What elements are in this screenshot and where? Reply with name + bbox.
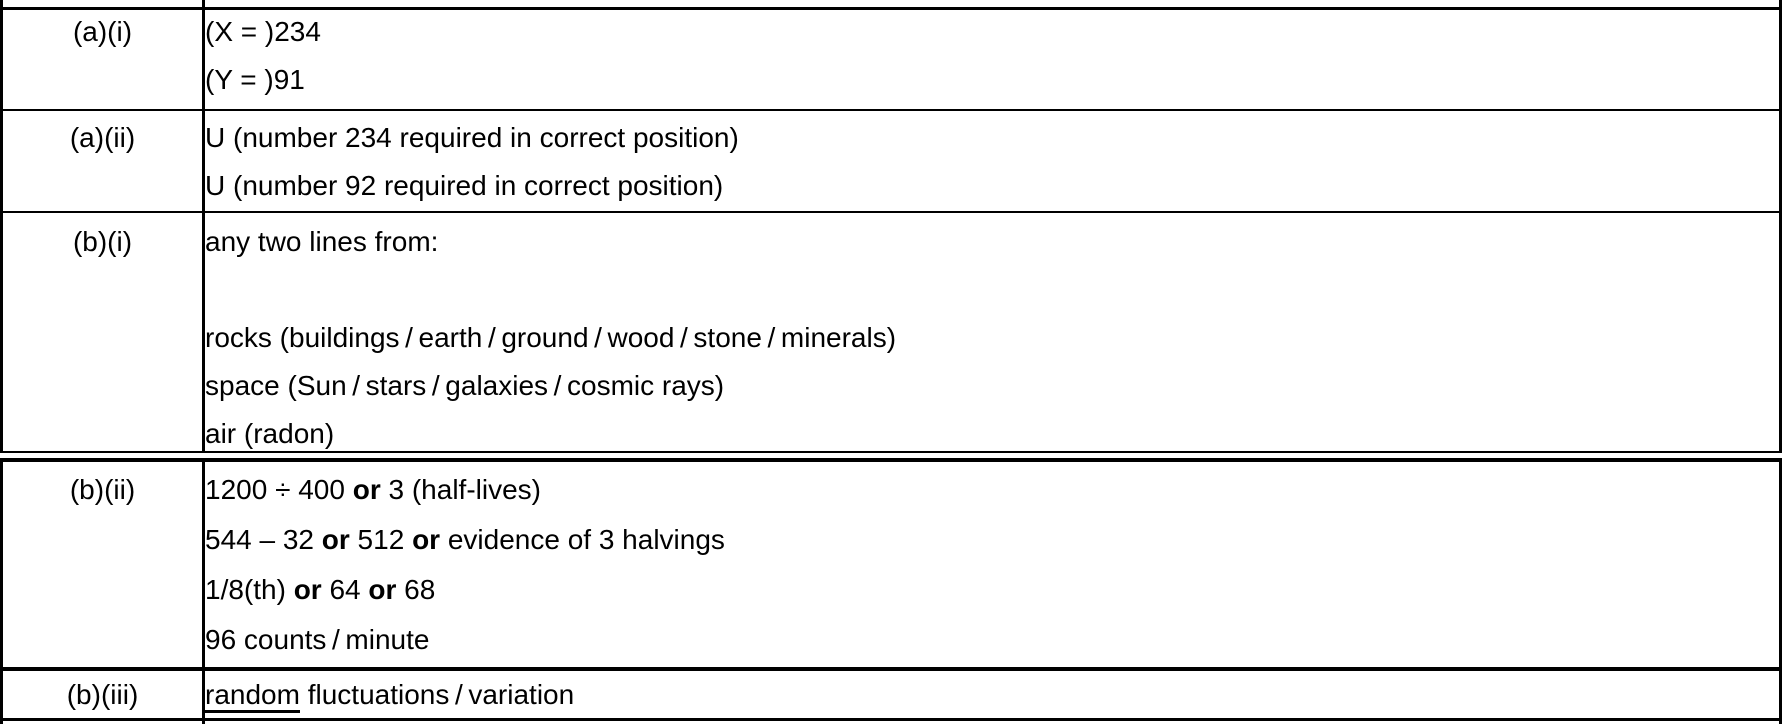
text-run: space (Sun / stars / galaxies / cosmic r…	[205, 370, 725, 401]
table-row-b-i: (b)(i) any two lines from: rocks (building…	[0, 212, 1782, 453]
question-number-cell: (b)(ii)	[0, 458, 205, 671]
text-run: 68	[396, 574, 436, 605]
mark-scheme-table-upper: (a)(i) (X = )234 (Y = )91 (a)(ii) U (number …	[0, 0, 1782, 453]
text-run: 3 (half-lives)	[380, 474, 541, 505]
answer-line: 544 – 32 or 512 or evidence of 3 halving…	[205, 522, 1779, 557]
answer-line	[205, 272, 1779, 307]
question-number-cell: (b)(iii)	[0, 669, 205, 721]
table-row-b-ii: (b)(ii) 1200 ÷ 400 or 3 (half-lives) 544 –…	[0, 458, 1782, 671]
answer-cell: random fluctuations / variation	[203, 669, 1782, 721]
text-run: U (number 234 required in correct positi…	[205, 122, 739, 153]
table-row-a-i: (a)(i) (X = )234 (Y = )91	[0, 8, 1782, 111]
answer-line: U (number 234 required in correct positi…	[205, 120, 1779, 155]
answer-cell: any two lines from: rocks (buildings / ea…	[203, 212, 1782, 453]
answer-line: (Y = )91	[205, 62, 1779, 97]
text-run: 512	[349, 524, 413, 555]
question-number: (a)(ii)	[69, 122, 136, 153]
answer-line: 1/8(th) or 64 or 68	[205, 572, 1779, 607]
answer-cell: U (number 234 required in correct positi…	[203, 110, 1782, 213]
text-run: (Y = )91	[205, 63, 305, 95]
answer-line: random fluctuations / variation	[205, 677, 1779, 713]
text-run: air (radon)	[205, 418, 335, 449]
text-run: 544 – 32	[205, 524, 322, 555]
bold-text-run: or	[368, 574, 397, 605]
mark-scheme-body-upper: (a)(i) (X = )234 (Y = )91 (a)(ii) U (number …	[0, 0, 1782, 453]
partial-row	[0, 0, 1782, 10]
answer-cell: (X = )234 (Y = )91	[203, 8, 1782, 111]
text-run: 96 counts / minute	[205, 624, 430, 655]
question-number-cell: (b)(i)	[0, 212, 205, 453]
text-run: evidence of 3 halvings	[440, 524, 725, 555]
partial-question-cell	[0, 719, 205, 724]
answer-line: space (Sun / stars / galaxies / cosmic r…	[205, 368, 1779, 403]
mark-scheme-body-lower: (b)(ii) 1200 ÷ 400 or 3 (half-lives) 544 –…	[0, 458, 1782, 724]
text-run: 64	[321, 574, 369, 605]
answer-line: rocks (buildings / earth / ground / wood…	[205, 320, 1779, 355]
question-number: (b)(iii)	[66, 679, 139, 710]
answer-line: (X = )234	[205, 14, 1779, 49]
text-run: 1/8(th)	[205, 574, 294, 605]
text-run: (X = )234	[205, 15, 321, 47]
answer-line: 96 counts / minute	[205, 622, 1779, 657]
answer-line: air (radon)	[205, 416, 1779, 451]
partial-row	[0, 719, 1782, 724]
answer-line: 1200 ÷ 400 or 3 (half-lives)	[205, 472, 1779, 507]
text-run: U (number 92 required in correct positio…	[205, 170, 724, 201]
text-run: fluctuations / variation	[299, 679, 575, 710]
text-run: 1200 ÷ 400	[205, 474, 353, 505]
mark-scheme-table-lower: (b)(ii) 1200 ÷ 400 or 3 (half-lives) 544 –…	[0, 458, 1782, 724]
table-row-a-ii: (a)(ii) U (number 234 required in correct…	[0, 110, 1782, 213]
text-run: rocks (buildings / earth / ground / wood…	[205, 322, 897, 353]
bold-text-run: or	[321, 524, 350, 555]
question-number: (b)(ii)	[69, 474, 136, 505]
answer-line: U (number 92 required in correct positio…	[205, 168, 1779, 203]
partial-answer-cell	[203, 719, 1782, 724]
answer-cell: 1200 ÷ 400 or 3 (half-lives) 544 – 32 or …	[203, 458, 1782, 671]
question-number-cell: (a)(ii)	[0, 110, 205, 213]
question-number: (b)(i)	[72, 226, 133, 257]
table-row-b-iii: (b)(iii) random fluctuations / variation	[0, 669, 1782, 721]
bold-text-run: or	[412, 524, 441, 555]
partial-question-cell	[0, 0, 205, 10]
bold-text-run: or	[293, 574, 322, 605]
text-run: any two lines from:	[205, 226, 439, 257]
partial-answer-cell	[203, 0, 1782, 10]
question-number-cell: (a)(i)	[0, 8, 205, 111]
bold-text-run: or	[352, 474, 381, 505]
question-number: (a)(i)	[72, 15, 133, 47]
answer-line: any two lines from:	[205, 224, 1779, 259]
